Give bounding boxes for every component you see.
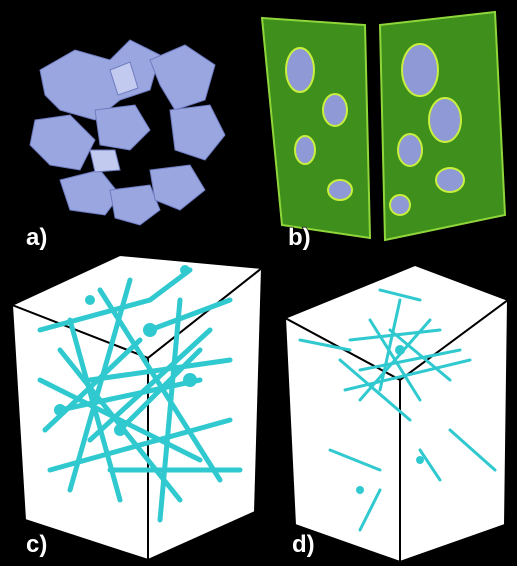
panel-label: d) (292, 531, 315, 558)
panel-label: c) (26, 531, 47, 558)
figure: a) b) c) d) (0, 0, 517, 566)
panel-label: b) (288, 224, 311, 251)
panel-b-render (262, 12, 505, 240)
page: {"panels": [{"label": "a)"}, {"label": "… (0, 0, 517, 566)
panel-label: a) (26, 224, 47, 251)
